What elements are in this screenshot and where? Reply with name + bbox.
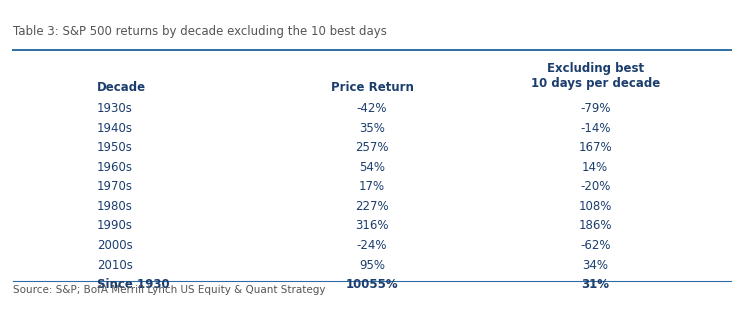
Text: 34%: 34% bbox=[583, 259, 608, 272]
Text: Price Return: Price Return bbox=[330, 81, 414, 94]
Text: 54%: 54% bbox=[359, 161, 385, 174]
Text: -20%: -20% bbox=[580, 180, 610, 193]
Text: 316%: 316% bbox=[355, 219, 389, 232]
Text: 186%: 186% bbox=[578, 219, 612, 232]
Text: 1990s: 1990s bbox=[97, 219, 132, 232]
Text: 35%: 35% bbox=[359, 122, 385, 135]
Text: 227%: 227% bbox=[355, 200, 389, 213]
Text: -14%: -14% bbox=[580, 122, 610, 135]
Text: -24%: -24% bbox=[357, 239, 387, 252]
Text: 1980s: 1980s bbox=[97, 200, 132, 213]
Text: Excluding best
10 days per decade: Excluding best 10 days per decade bbox=[530, 62, 660, 91]
Text: 10055%: 10055% bbox=[346, 278, 398, 291]
Text: Source: S&P; BofA Merrill Lynch US Equity & Quant Strategy: Source: S&P; BofA Merrill Lynch US Equit… bbox=[13, 285, 326, 294]
Text: Since 1930: Since 1930 bbox=[97, 278, 170, 291]
Text: 1930s: 1930s bbox=[97, 102, 132, 115]
Text: 95%: 95% bbox=[359, 259, 385, 272]
Text: 1950s: 1950s bbox=[97, 141, 132, 154]
Text: 167%: 167% bbox=[578, 141, 612, 154]
Text: -42%: -42% bbox=[357, 102, 387, 115]
Text: -79%: -79% bbox=[580, 102, 610, 115]
Text: 2000s: 2000s bbox=[97, 239, 132, 252]
Text: 17%: 17% bbox=[359, 180, 385, 193]
Text: 1940s: 1940s bbox=[97, 122, 132, 135]
Text: -62%: -62% bbox=[580, 239, 610, 252]
Text: 14%: 14% bbox=[582, 161, 609, 174]
Text: 31%: 31% bbox=[581, 278, 609, 291]
Text: 1970s: 1970s bbox=[97, 180, 132, 193]
Text: 257%: 257% bbox=[355, 141, 389, 154]
Text: 108%: 108% bbox=[579, 200, 612, 213]
Text: Table 3: S&P 500 returns by decade excluding the 10 best days: Table 3: S&P 500 returns by decade exclu… bbox=[13, 25, 388, 38]
Text: 2010s: 2010s bbox=[97, 259, 132, 272]
Text: 1960s: 1960s bbox=[97, 161, 132, 174]
Text: Decade: Decade bbox=[97, 81, 146, 94]
